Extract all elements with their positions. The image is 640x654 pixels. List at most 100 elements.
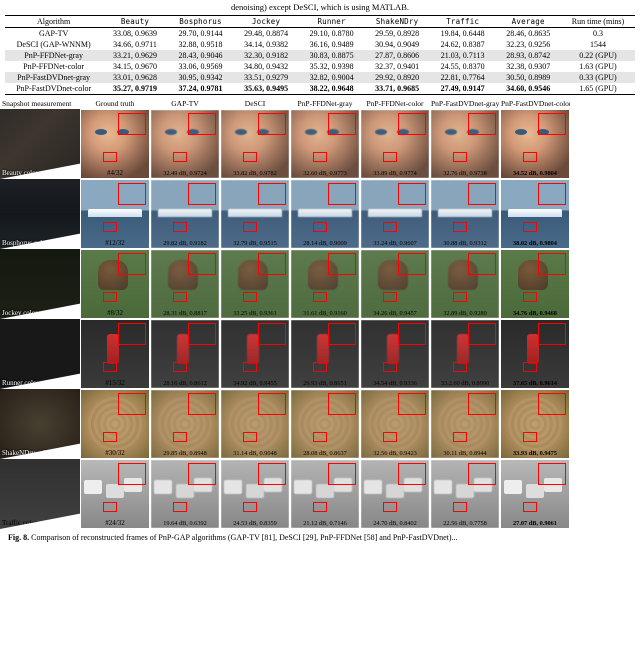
cell-value: 34.66, 0.9711 bbox=[102, 39, 168, 50]
ground-truth-thumb: #15/32 bbox=[80, 319, 150, 389]
method-thumb: 28.16 dB, 0.8612 bbox=[150, 319, 220, 389]
zoom-box-icon bbox=[383, 292, 397, 302]
zoom-box-icon bbox=[173, 432, 187, 442]
method-thumb: 29.85 dB, 0.8948 bbox=[150, 389, 220, 459]
zoom-box-icon bbox=[468, 183, 496, 205]
cell-value: 30.94, 0.9049 bbox=[364, 39, 430, 50]
zoom-box-icon bbox=[313, 362, 327, 372]
method-thumb: 34.26 dB, 0.9457 bbox=[360, 249, 430, 319]
col-dataset: Runner bbox=[299, 16, 365, 28]
psnr-ssim-metric: 22.56 dB, 0.7758 bbox=[431, 520, 499, 527]
dataset-label: ShakeNDry color bbox=[2, 449, 51, 457]
cell-value: 33.51, 0.9279 bbox=[233, 72, 299, 83]
psnr-ssim-metric: 30.88 dB, 0.9312 bbox=[431, 240, 499, 247]
zoom-box-icon bbox=[118, 253, 146, 275]
zoom-box-icon bbox=[328, 393, 356, 415]
ground-truth-thumb: #4/32 bbox=[80, 109, 150, 179]
psnr-ssim-metric: 28.14 dB, 0.9009 bbox=[291, 240, 359, 247]
figure-number: Fig. 8. bbox=[8, 533, 29, 542]
method-thumb: 38.02 dB, 0.9804 bbox=[500, 179, 570, 249]
cell-value: 32.38, 0.9307 bbox=[495, 61, 561, 72]
cell-value: 1.65 (GPU) bbox=[561, 83, 635, 95]
method-thumb: 28.08 dB, 0.8637 bbox=[290, 389, 360, 459]
psnr-ssim-metric: 34.52 dB, 0.9804 bbox=[501, 170, 569, 177]
method-thumb: 34.76 dB, 0.9468 bbox=[500, 249, 570, 319]
zoom-box-icon bbox=[328, 183, 356, 205]
psnr-ssim-metric: 30.11 dB, 0.8944 bbox=[431, 450, 499, 457]
zoom-box-icon bbox=[118, 463, 146, 485]
cell-value: 21.03, 0.7113 bbox=[430, 50, 496, 61]
zoom-box-icon bbox=[538, 323, 566, 345]
zoom-box-icon bbox=[258, 463, 286, 485]
zoom-box-icon bbox=[188, 183, 216, 205]
frame-index: #8/32 bbox=[81, 309, 149, 317]
dataset-label: Jockey color bbox=[2, 309, 38, 317]
zoom-box-icon bbox=[538, 113, 566, 135]
zoom-box-icon bbox=[453, 222, 467, 232]
zoom-box-icon bbox=[258, 183, 286, 205]
figure-caption-text: Comparison of reconstructed frames of Pn… bbox=[29, 533, 457, 542]
snapshot-measurement: Jockey color bbox=[0, 249, 80, 319]
cell-value: 29.10, 0.8780 bbox=[299, 28, 365, 40]
grid-col-header: PnP-FastDVDnet-color bbox=[500, 99, 570, 108]
zoom-box-icon bbox=[243, 222, 257, 232]
zoom-box-icon bbox=[188, 113, 216, 135]
zoom-box-icon bbox=[243, 432, 257, 442]
cell-value: 32.37, 0.9401 bbox=[364, 61, 430, 72]
snapshot-measurement: Runner color bbox=[0, 319, 80, 389]
cell-value: 19.84, 0.6448 bbox=[430, 28, 496, 40]
psnr-ssim-metric: 32.76 dB, 0.9738 bbox=[431, 170, 499, 177]
zoom-box-icon bbox=[243, 362, 257, 372]
frame-index: #24/32 bbox=[81, 519, 149, 527]
cell-value: 0.3 bbox=[561, 28, 635, 40]
cell-value: 28.93, 0.8742 bbox=[495, 50, 561, 61]
snapshot-measurement: Traffic color bbox=[0, 459, 80, 529]
cell-value: 35.32, 0.9398 bbox=[299, 61, 365, 72]
method-thumb: 33.24 dB, 0.9607 bbox=[360, 179, 430, 249]
cell-algorithm: GAP-TV bbox=[5, 28, 102, 40]
cell-algorithm: DeSCI (GAP-WNNM) bbox=[5, 39, 102, 50]
psnr-ssim-metric: 32.49 dB, 0.9724 bbox=[151, 170, 219, 177]
zoom-box-icon bbox=[398, 183, 426, 205]
cell-algorithm: PnP-FFDNet-gray bbox=[5, 50, 102, 61]
zoom-box-icon bbox=[258, 253, 286, 275]
method-thumb: 34.92 dB, 0.9455 bbox=[220, 319, 290, 389]
zoom-box-icon bbox=[103, 152, 117, 162]
zoom-box-icon bbox=[398, 463, 426, 485]
zoom-box-icon bbox=[453, 152, 467, 162]
zoom-box-icon bbox=[453, 362, 467, 372]
frame-index: #30/32 bbox=[81, 449, 149, 457]
cell-value: 32.82, 0.9004 bbox=[299, 72, 365, 83]
zoom-box-icon bbox=[103, 502, 117, 512]
psnr-ssim-metric: 33.24 dB, 0.9607 bbox=[361, 240, 429, 247]
method-thumb: 33.25 dB, 0.9361 bbox=[220, 249, 290, 319]
zoom-box-icon bbox=[398, 323, 426, 345]
col-dataset: Average bbox=[495, 16, 561, 28]
method-thumb: 24.53 dB, 0.8359 bbox=[220, 459, 290, 529]
psnr-ssim-metric: 29.82 dB, 0.9182 bbox=[151, 240, 219, 247]
method-thumb: 30.11 dB, 0.8944 bbox=[430, 389, 500, 459]
psnr-ssim-metric: 33.82 dB, 0.9782 bbox=[221, 170, 289, 177]
grid-row: Bosphorus color#12/3229.82 dB, 0.918232.… bbox=[0, 179, 640, 249]
cell-value: 29.59, 0.8928 bbox=[364, 28, 430, 40]
psnr-ssim-metric: 37.65 dB, 0.9614 bbox=[501, 380, 569, 387]
cell-value: 28.43, 0.9046 bbox=[168, 50, 234, 61]
zoom-box-icon bbox=[328, 253, 356, 275]
zoom-box-icon bbox=[103, 222, 117, 232]
psnr-ssim-metric: 32.89 dB, 0.9280 bbox=[431, 310, 499, 317]
method-thumb: 32.56 dB, 0.9423 bbox=[360, 389, 430, 459]
method-thumb: 29.82 dB, 0.9182 bbox=[150, 179, 220, 249]
zoom-box-icon bbox=[243, 502, 257, 512]
cell-value: 30.50, 0.8989 bbox=[495, 72, 561, 83]
zoom-box-icon bbox=[258, 323, 286, 345]
cell-value: 1.63 (GPU) bbox=[561, 61, 635, 72]
zoom-box-icon bbox=[398, 113, 426, 135]
zoom-box-icon bbox=[173, 362, 187, 372]
col-dataset: Jockey bbox=[233, 16, 299, 28]
method-thumb: 34.52 dB, 0.9804 bbox=[500, 109, 570, 179]
psnr-ssim-metric: 31.14 dB, 0.9048 bbox=[221, 450, 289, 457]
cell-value: 0.22 (GPU) bbox=[561, 50, 635, 61]
cell-value: 33.21, 0.9629 bbox=[102, 50, 168, 61]
psnr-ssim-metric: 34.92 dB, 0.9455 bbox=[221, 380, 289, 387]
zoom-box-icon bbox=[118, 113, 146, 135]
